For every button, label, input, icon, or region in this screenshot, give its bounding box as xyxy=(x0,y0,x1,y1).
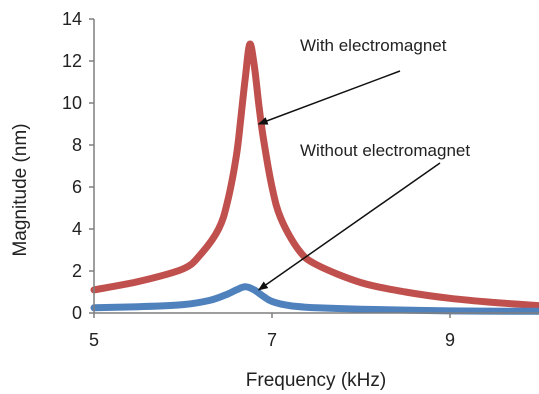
series-line-with-electromagnet xyxy=(90,40,539,310)
y-tick-label: 2 xyxy=(72,261,82,281)
y-tick-label: 10 xyxy=(62,93,82,113)
plot-area xyxy=(90,40,539,315)
annotation-label-without-electromagnet: Without electromagnet xyxy=(300,141,470,160)
y-axis-title: Magnitude (nm) xyxy=(10,123,31,256)
axes xyxy=(89,18,539,318)
y-tick-label: 12 xyxy=(62,51,82,71)
x-tick-label: 5 xyxy=(89,330,99,350)
y-tick-label: 14 xyxy=(62,9,82,29)
x-tick-label: 9 xyxy=(445,330,455,350)
series-line-without-electromagnet xyxy=(90,283,539,315)
x-tick-label: 7 xyxy=(267,330,277,350)
annotation-arrow-without-electromagnet xyxy=(257,162,441,291)
y-tick-label: 4 xyxy=(72,219,82,239)
x-axis-title: Frequency (kHz) xyxy=(246,370,386,391)
y-tick-label: 6 xyxy=(72,177,82,197)
annotation-label-with-electromagnet: With electromagnet xyxy=(300,36,447,55)
tick-labels: 0 2 4 6 8 10 12 14 5 7 9 xyxy=(62,9,455,350)
annotation-arrow-with-electromagnet xyxy=(257,70,401,125)
y-tick-label: 0 xyxy=(72,303,82,323)
y-tick-label: 8 xyxy=(72,135,82,155)
annotations: With electromagnet Without electromagnet xyxy=(257,36,470,291)
